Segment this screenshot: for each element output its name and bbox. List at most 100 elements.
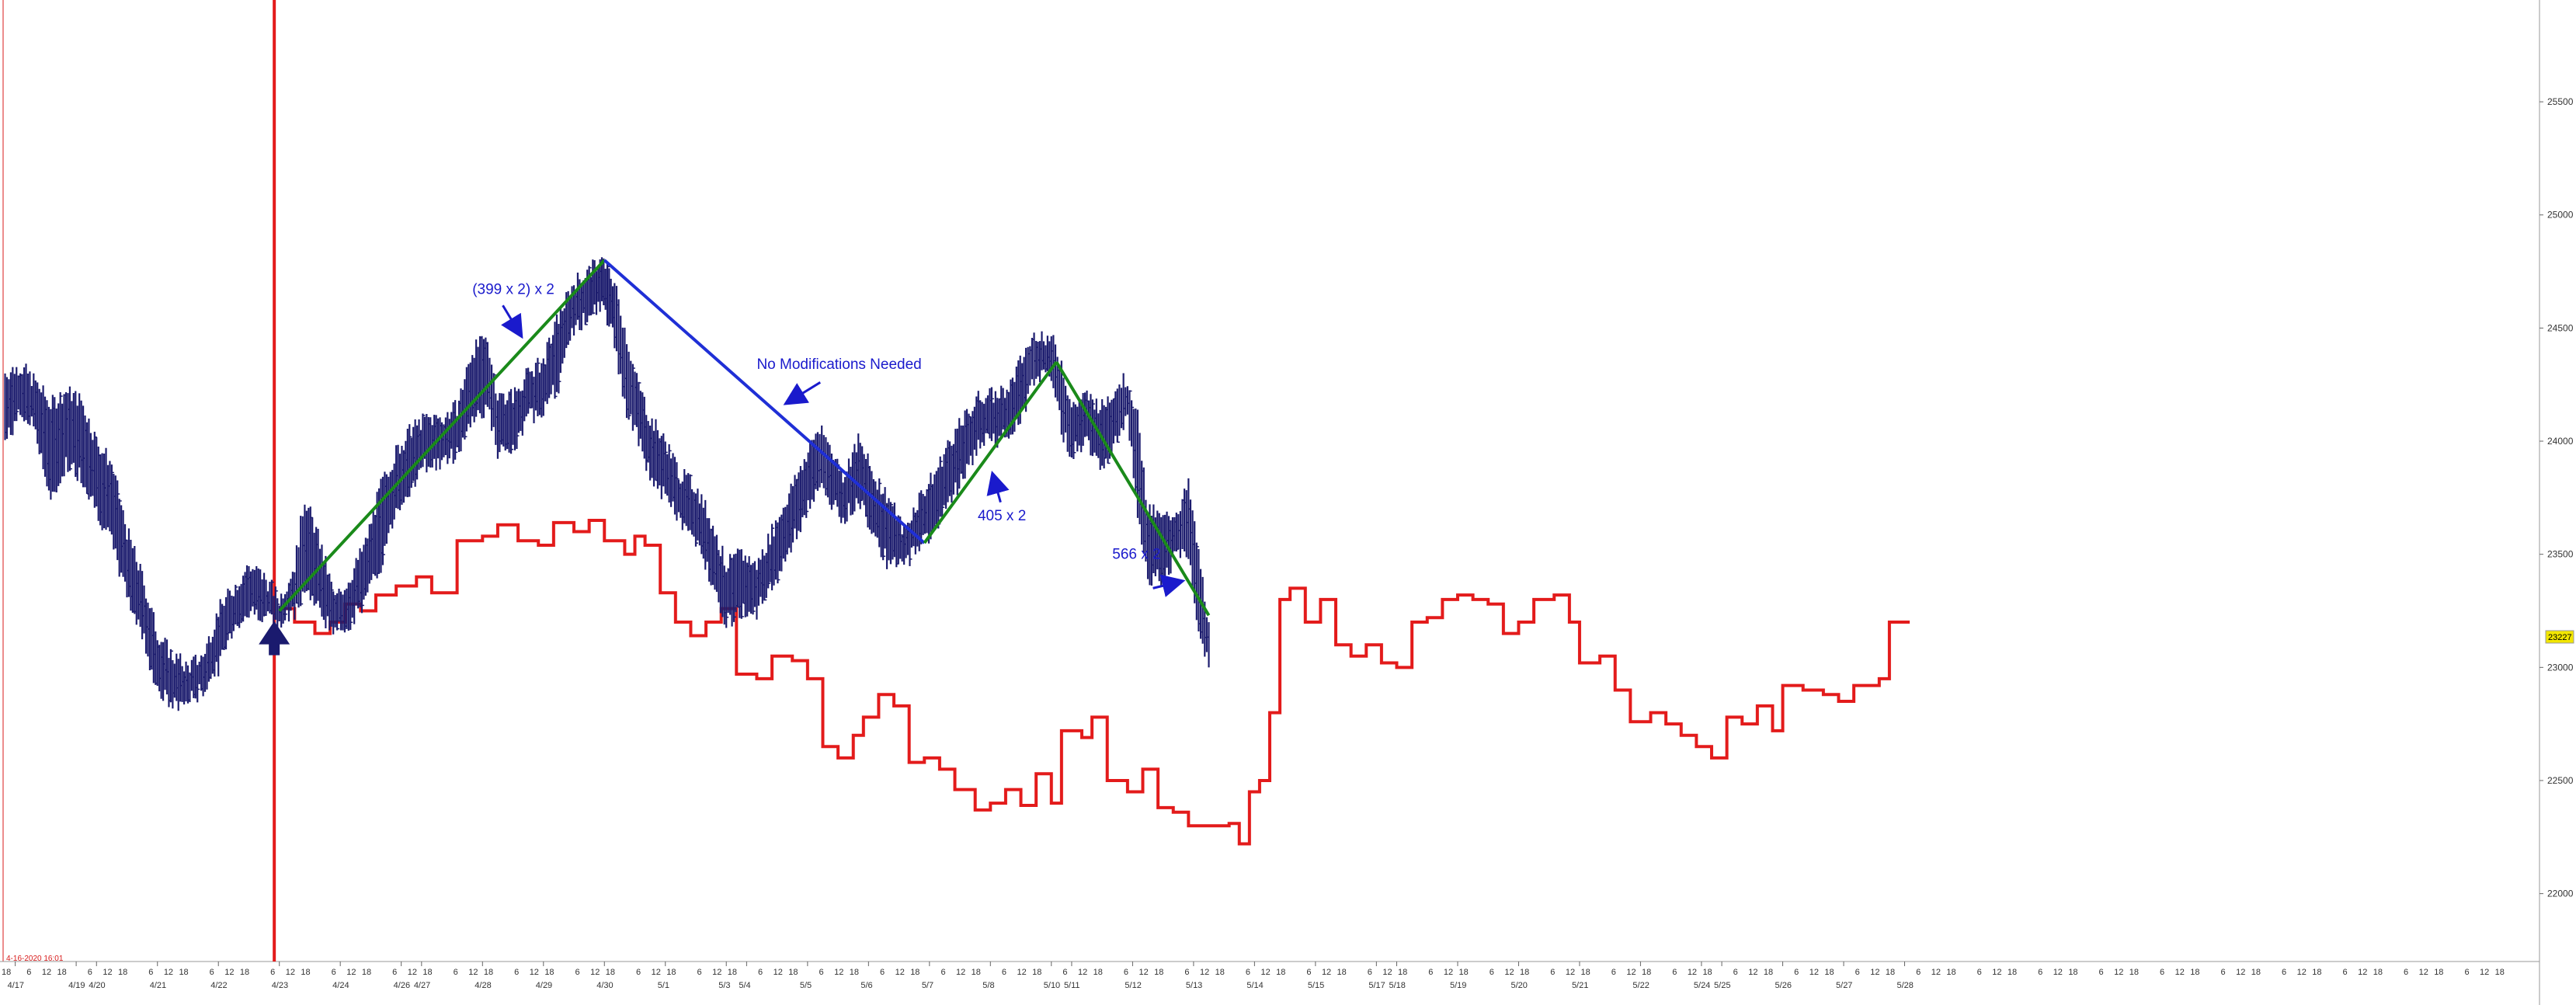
x-hour-label: 12 xyxy=(1748,968,1757,977)
x-hour-label: 6 xyxy=(514,968,519,977)
x-date-label: 4/29 xyxy=(536,981,552,990)
x-date-label: 5/6 xyxy=(860,981,872,990)
trend-line-blue xyxy=(603,259,926,544)
x-hour-label: 18 xyxy=(788,968,798,977)
x-hour-label: 18 xyxy=(1520,968,1529,977)
x-hour-label: 18 xyxy=(1764,968,1773,977)
x-hour-label: 12 xyxy=(1688,968,1697,977)
y-tick-label: 24000 xyxy=(2547,436,2574,447)
x-hour-label: 18 xyxy=(2373,968,2383,977)
x-hour-label: 18 xyxy=(2,968,11,977)
x-hour-label: 6 xyxy=(1184,968,1189,977)
callout-arrow-icon xyxy=(783,381,821,405)
x-date-label: 5/14 xyxy=(1246,981,1263,990)
x-hour-label: 12 xyxy=(530,968,539,977)
trend-line-green xyxy=(1055,361,1211,617)
x-date-label: 4/28 xyxy=(475,981,491,990)
x-hour-label: 12 xyxy=(773,968,783,977)
x-hour-label: 18 xyxy=(2495,968,2505,977)
x-hour-label: 6 xyxy=(1855,968,1860,977)
x-hour-label: 12 xyxy=(1078,968,1087,977)
last-value-badge: 23227 xyxy=(2545,630,2574,644)
x-hour-label: 6 xyxy=(392,968,397,977)
x-hour-label: 6 xyxy=(1550,968,1555,977)
x-hour-label: 18 xyxy=(666,968,676,977)
x-hour-label: 12 xyxy=(1382,968,1392,977)
x-hour-label: 12 xyxy=(1200,968,1209,977)
x-hour-label: 12 xyxy=(1626,968,1636,977)
x-hour-label: 18 xyxy=(1580,968,1590,977)
x-hour-label: 18 xyxy=(1886,968,1895,977)
y-tick-label: 23500 xyxy=(2547,549,2574,560)
x-hour-label: 18 xyxy=(2068,968,2077,977)
x-hour-label: 12 xyxy=(42,968,51,977)
x-hour-label: 12 xyxy=(286,968,295,977)
x-hour-label: 12 xyxy=(2053,968,2063,977)
x-hour-label: 6 xyxy=(332,968,336,977)
x-hour-label: 6 xyxy=(636,968,641,977)
x-hour-label: 6 xyxy=(1611,968,1616,977)
x-hour-label: 6 xyxy=(819,968,823,977)
x-hour-label: 12 xyxy=(1992,968,2001,977)
x-hour-label: 18 xyxy=(1398,968,1407,977)
x-hour-label: 6 xyxy=(88,968,92,977)
x-hour-label: 12 xyxy=(346,968,356,977)
x-hour-label: 18 xyxy=(2008,968,2017,977)
x-hour-label: 18 xyxy=(118,968,127,977)
x-date-label: 5/15 xyxy=(1308,981,1324,990)
x-hour-label: 12 xyxy=(1260,968,1270,977)
x-hour-label: 12 xyxy=(1566,968,1575,977)
x-hour-label: 18 xyxy=(57,968,66,977)
x-hour-label: 18 xyxy=(240,968,249,977)
x-date-label: 4/17 xyxy=(8,981,24,990)
x-date-label: 4/23 xyxy=(272,981,288,990)
x-hour-label: 12 xyxy=(468,968,478,977)
x-hour-label: 18 xyxy=(1946,968,1955,977)
x-hour-label: 18 xyxy=(2312,968,2321,977)
callout-arrow-icon xyxy=(986,470,1010,503)
x-hour-label: 6 xyxy=(1977,968,1982,977)
x-hour-label: 18 xyxy=(1276,968,1285,977)
x-hour-label: 12 xyxy=(1322,968,1331,977)
trend-line-green xyxy=(923,360,1058,544)
x-hour-label: 12 xyxy=(2480,968,2489,977)
x-hour-label: 12 xyxy=(2114,968,2123,977)
x-hour-label: 18 xyxy=(2434,968,2443,977)
x-hour-label: 12 xyxy=(2236,968,2245,977)
y-tick-label: 25000 xyxy=(2547,210,2574,221)
x-date-label: 4/21 xyxy=(150,981,166,990)
last-value-text: 23227 xyxy=(2548,633,2572,642)
x-date-label: 4/20 xyxy=(89,981,105,990)
x-hour-label: 6 xyxy=(1672,968,1677,977)
x-hour-label: 6 xyxy=(940,968,945,977)
x-date-label: 5/26 xyxy=(1775,981,1792,990)
x-hour-label: 18 xyxy=(362,968,371,977)
x-hour-label: 12 xyxy=(1870,968,1879,977)
x-date-label: 4/30 xyxy=(596,981,613,990)
x-date-label: 5/25 xyxy=(1714,981,1730,990)
x-date-label: 5/24 xyxy=(1694,981,1710,990)
x-date-label: 5/13 xyxy=(1186,981,1202,990)
x-date-label: 4/24 xyxy=(332,981,349,990)
x-hour-label: 6 xyxy=(1124,968,1128,977)
x-hour-label: 6 xyxy=(758,968,763,977)
x-hour-label: 12 xyxy=(590,968,600,977)
x-date-label: 5/12 xyxy=(1125,981,1141,990)
annotation-text: (399 x 2) x 2 xyxy=(472,282,554,298)
x-hour-label: 18 xyxy=(1702,968,1712,977)
x-date-label: 5/1 xyxy=(658,981,669,990)
x-hour-label: 6 xyxy=(454,968,458,977)
x-hour-label: 6 xyxy=(2404,968,2408,977)
y-tick-label: 25500 xyxy=(2547,96,2574,107)
x-date-label: 4/26 xyxy=(394,981,410,990)
y-tick-label: 24500 xyxy=(2547,322,2574,333)
x-hour-label: 18 xyxy=(1032,968,1041,977)
x-hour-label: 6 xyxy=(1306,968,1311,977)
trend-line-green xyxy=(278,259,606,612)
x-hour-label: 6 xyxy=(1733,968,1738,977)
x-date-label: 4/22 xyxy=(210,981,227,990)
x-hour-label: 6 xyxy=(1490,968,1494,977)
x-hour-label: 18 xyxy=(2190,968,2199,977)
x-hour-label: 12 xyxy=(1504,968,1514,977)
